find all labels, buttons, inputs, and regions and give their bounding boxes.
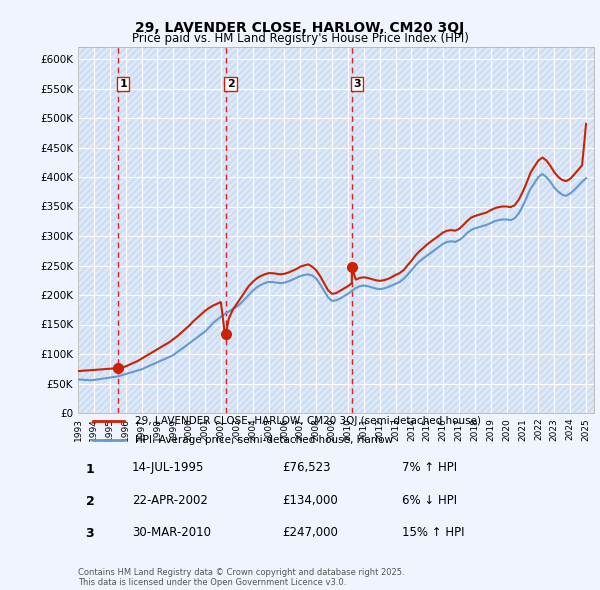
Text: Price paid vs. HM Land Registry's House Price Index (HPI): Price paid vs. HM Land Registry's House … xyxy=(131,32,469,45)
Text: 15% ↑ HPI: 15% ↑ HPI xyxy=(402,526,464,539)
Text: 2: 2 xyxy=(227,79,235,88)
Text: 14-JUL-1995: 14-JUL-1995 xyxy=(132,461,205,474)
Text: Contains HM Land Registry data © Crown copyright and database right 2025.
This d: Contains HM Land Registry data © Crown c… xyxy=(78,568,404,587)
Text: £134,000: £134,000 xyxy=(282,493,338,507)
Text: 22-APR-2002: 22-APR-2002 xyxy=(132,493,208,507)
Text: £247,000: £247,000 xyxy=(282,526,338,539)
Text: 1: 1 xyxy=(86,463,94,476)
Text: 7% ↑ HPI: 7% ↑ HPI xyxy=(402,461,457,474)
Text: 2: 2 xyxy=(86,495,94,508)
Text: 3: 3 xyxy=(86,527,94,540)
Text: 1: 1 xyxy=(119,79,127,88)
Text: £76,523: £76,523 xyxy=(282,461,331,474)
Text: 29, LAVENDER CLOSE, HARLOW, CM20 3QJ: 29, LAVENDER CLOSE, HARLOW, CM20 3QJ xyxy=(136,21,464,35)
Text: HPI: Average price, semi-detached house, Harlow: HPI: Average price, semi-detached house,… xyxy=(135,435,393,445)
Text: 29, LAVENDER CLOSE, HARLOW, CM20 3QJ (semi-detached house): 29, LAVENDER CLOSE, HARLOW, CM20 3QJ (se… xyxy=(135,416,481,426)
Text: 6% ↓ HPI: 6% ↓ HPI xyxy=(402,493,457,507)
Text: 3: 3 xyxy=(353,79,361,88)
Text: 30-MAR-2010: 30-MAR-2010 xyxy=(132,526,211,539)
